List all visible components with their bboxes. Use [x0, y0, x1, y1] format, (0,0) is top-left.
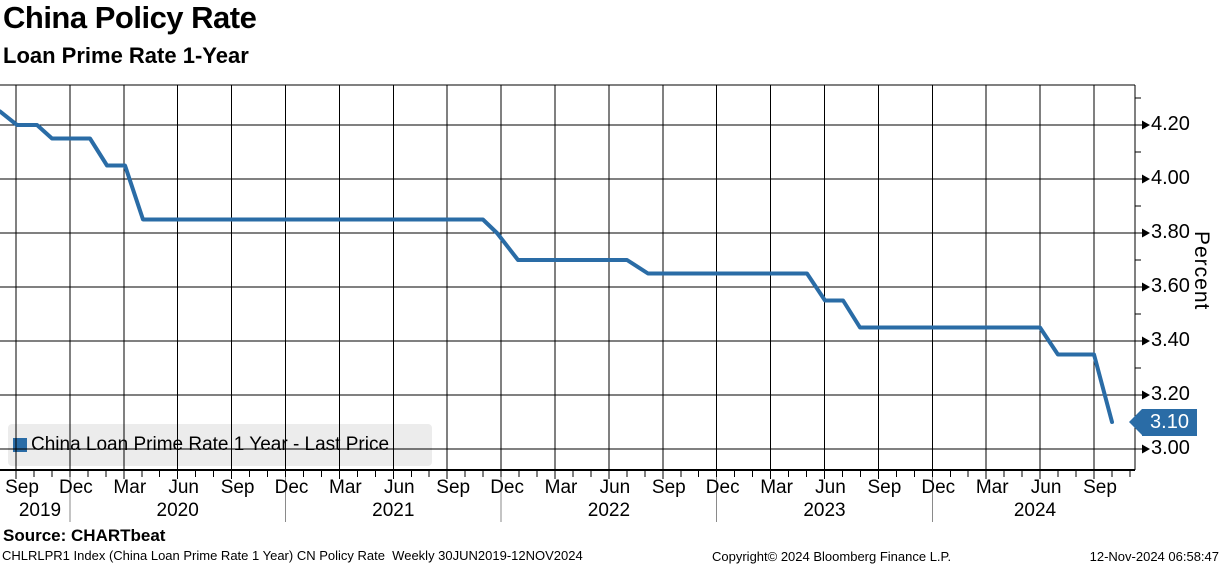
x-tick-label: Jun — [1030, 477, 1062, 498]
x-year-label: 2023 — [803, 500, 846, 521]
timestamp-text: 12-Nov-2024 06:58:47 — [1089, 549, 1219, 564]
y-tick-label: 3.20 — [1151, 383, 1190, 405]
x-tick-label: Jun — [815, 477, 846, 498]
x-tick-label: Mar — [975, 477, 1009, 498]
page-subtitle: Loan Prime Rate 1-Year — [3, 43, 249, 68]
badge-arrow-icon — [1129, 408, 1142, 435]
last-price-value: 3.10 — [1150, 410, 1189, 433]
x-tick-label: Dec — [705, 477, 740, 498]
y-tick-label: 4.00 — [1151, 167, 1190, 189]
x-year-label: 2020 — [156, 500, 199, 521]
x-tick-label: Sep — [867, 477, 902, 498]
blue-square-icon — [13, 438, 27, 452]
y-tick-label: 3.00 — [1151, 437, 1190, 459]
y-tick-label: 3.60 — [1151, 275, 1190, 297]
x-tick-label: Dec — [921, 477, 956, 498]
y-tick-label: 3.40 — [1151, 329, 1190, 351]
y-axis-title: Percent — [1190, 231, 1213, 311]
last-price-badge: 3.10 — [1129, 408, 1197, 436]
x-year-label: 2021 — [372, 500, 415, 521]
y-tick-arrow-icon — [1142, 282, 1150, 292]
x-tick-label: Jun — [168, 477, 199, 498]
x-year-label: 2022 — [587, 500, 631, 521]
x-year-label: 2024 — [1013, 500, 1057, 521]
x-tick-label: Mar — [760, 477, 793, 498]
y-tick-arrow-icon — [1142, 390, 1150, 400]
x-tick-label: Sep — [436, 477, 471, 498]
x-year-label: 2019 — [18, 500, 62, 521]
legend-label: China Loan Prime Rate 1 Year - Last Pric… — [31, 434, 390, 455]
y-tick-label: 4.20 — [1151, 113, 1190, 135]
ticker-description: CHLRLPR1 Index (China Loan Prime Rate 1 … — [2, 548, 583, 563]
x-tick-label: Dec — [490, 477, 524, 498]
x-tick-label: Sep — [220, 477, 255, 498]
x-tick-label: Dec — [274, 477, 309, 498]
x-tick-label: Jun — [383, 477, 415, 498]
x-tick-label: Jun — [599, 477, 631, 498]
legend: China Loan Prime Rate 1 Year - Last Pric… — [8, 424, 432, 466]
page-title: China Policy Rate — [3, 0, 257, 35]
y-tick-arrow-icon — [1142, 228, 1150, 238]
x-tick-label: Sep — [5, 477, 39, 498]
source-text: Source: CHARTbeat — [3, 526, 166, 545]
copyright-text: Copyright© 2024 Bloomberg Finance L.P. — [712, 549, 952, 564]
x-tick-label: Sep — [651, 477, 686, 498]
y-tick-label: 3.80 — [1151, 221, 1190, 243]
x-tick-label: Mar — [329, 477, 362, 498]
y-tick-arrow-icon — [1142, 444, 1150, 454]
x-tick-label: Dec — [58, 477, 93, 498]
y-tick-arrow-icon — [1142, 120, 1150, 130]
x-tick-label: Sep — [1083, 477, 1117, 498]
x-tick-label: Mar — [113, 477, 147, 498]
price-line — [0, 109, 1114, 424]
x-tick-label: Mar — [544, 477, 578, 498]
y-tick-arrow-icon — [1142, 336, 1150, 346]
y-tick-arrow-icon — [1142, 174, 1150, 184]
